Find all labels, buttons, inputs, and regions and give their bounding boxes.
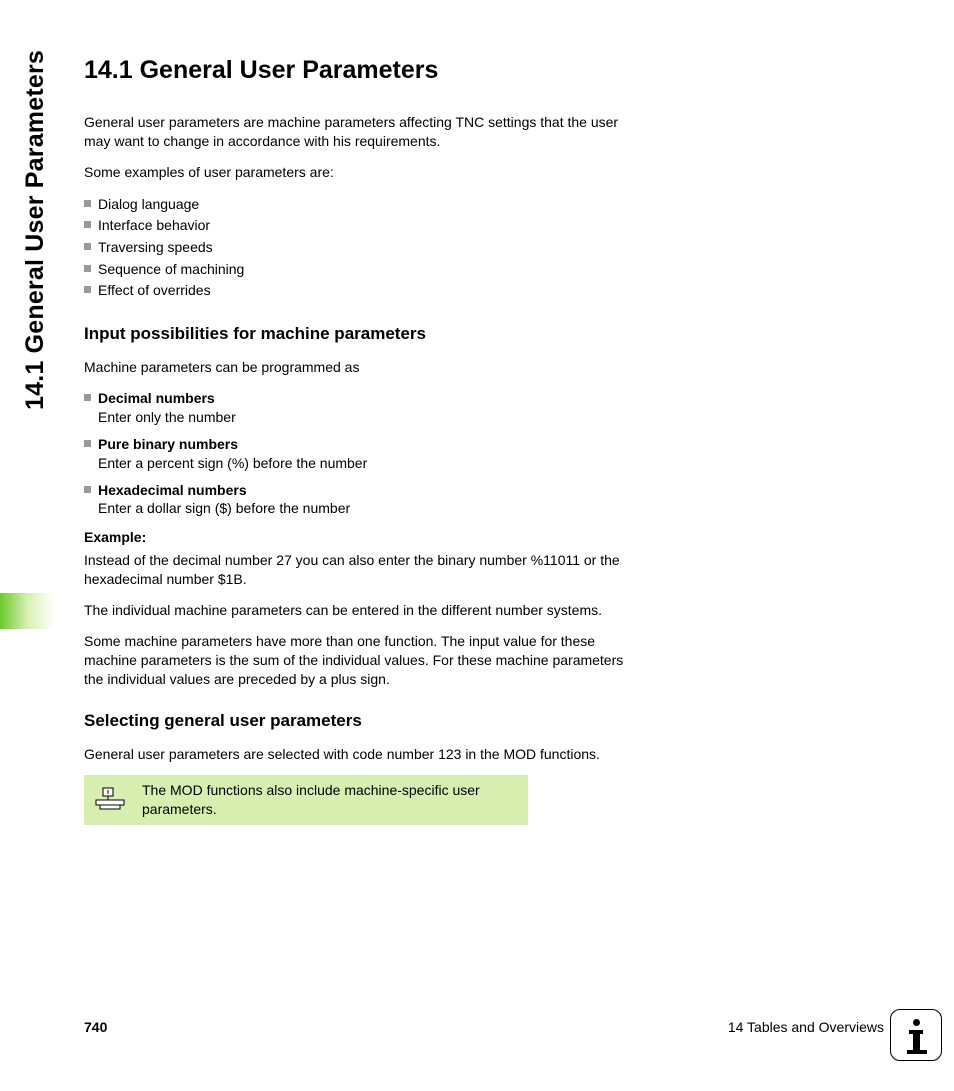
page-content: 14.1 General User Parameters General use… bbox=[84, 56, 644, 825]
list-item: Decimal numbers Enter only the number bbox=[84, 389, 644, 427]
list-item: Interface behavior bbox=[84, 215, 644, 237]
list-item: Pure binary numbers Enter a percent sign… bbox=[84, 435, 644, 473]
list-item: Effect of overrides bbox=[84, 280, 644, 302]
page-heading: 14.1 General User Parameters bbox=[84, 56, 644, 85]
select-lead: General user parameters are selected wit… bbox=[84, 745, 644, 764]
input-para-2: The individual machine parameters can be… bbox=[84, 601, 644, 620]
note-text: The MOD functions also include machine-s… bbox=[142, 781, 518, 819]
format-title: Decimal numbers bbox=[98, 390, 215, 406]
side-tab bbox=[0, 593, 54, 629]
input-lead: Machine parameters can be programmed as bbox=[84, 358, 644, 377]
intro-paragraph: General user parameters are machine para… bbox=[84, 113, 644, 151]
list-item: Hexadecimal numbers Enter a dollar sign … bbox=[84, 481, 644, 519]
section-heading-select: Selecting general user parameters bbox=[84, 711, 644, 731]
format-desc: Enter a percent sign (%) before the numb… bbox=[98, 454, 644, 473]
examples-list: Dialog language Interface behavior Trave… bbox=[84, 194, 644, 302]
format-desc: Enter only the number bbox=[98, 408, 644, 427]
chapter-title: 14 Tables and Overviews bbox=[728, 1019, 884, 1035]
format-title: Hexadecimal numbers bbox=[98, 482, 247, 498]
example-text: Instead of the decimal number 27 you can… bbox=[84, 551, 644, 589]
vertical-section-title: 14.1 General User Parameters bbox=[21, 50, 50, 410]
page-footer: 740 14 Tables and Overviews bbox=[84, 1019, 884, 1035]
page-number: 740 bbox=[84, 1019, 107, 1035]
machine-icon bbox=[92, 786, 128, 814]
number-format-list: Decimal numbers Enter only the number Pu… bbox=[84, 389, 644, 518]
list-item: Traversing speeds bbox=[84, 237, 644, 259]
list-item: Sequence of machining bbox=[84, 259, 644, 281]
section-heading-input: Input possibilities for machine paramete… bbox=[84, 324, 644, 344]
example-label: Example: bbox=[84, 528, 644, 547]
info-icon bbox=[890, 1009, 942, 1061]
format-title: Pure binary numbers bbox=[98, 436, 238, 452]
format-desc: Enter a dollar sign ($) before the numbe… bbox=[98, 499, 644, 518]
examples-lead: Some examples of user parameters are: bbox=[84, 163, 644, 182]
input-para-3: Some machine parameters have more than o… bbox=[84, 632, 644, 689]
list-item: Dialog language bbox=[84, 194, 644, 216]
note-box: The MOD functions also include machine-s… bbox=[84, 775, 528, 825]
